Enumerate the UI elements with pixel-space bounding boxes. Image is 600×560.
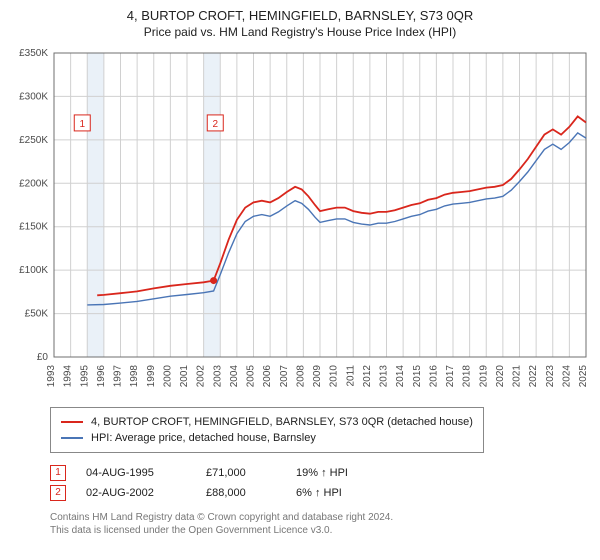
svg-text:1997: 1997 xyxy=(113,365,124,388)
legend-label: HPI: Average price, detached house, Barn… xyxy=(91,430,316,446)
svg-text:1999: 1999 xyxy=(146,365,157,388)
marker-row: 2 02-AUG-2002 £88,000 6% ↑ HPI xyxy=(50,483,590,503)
svg-text:2023: 2023 xyxy=(545,365,556,388)
svg-text:1: 1 xyxy=(79,119,85,130)
legend-swatch xyxy=(61,437,83,439)
svg-text:2016: 2016 xyxy=(428,365,439,388)
svg-text:£150K: £150K xyxy=(19,222,48,233)
svg-text:2005: 2005 xyxy=(246,365,257,388)
marker-badge: 1 xyxy=(50,465,66,481)
markers-table: 1 04-AUG-1995 £71,000 19% ↑ HPI 2 02-AUG-2002… xyxy=(50,463,590,503)
svg-text:2009: 2009 xyxy=(312,365,323,388)
svg-text:2017: 2017 xyxy=(445,365,456,388)
svg-text:£100K: £100K xyxy=(19,265,48,276)
marker-dot xyxy=(210,277,217,284)
svg-text:1994: 1994 xyxy=(63,365,74,388)
legend: 4, BURTOP CROFT, HEMINGFIELD, BARNSLEY, … xyxy=(50,407,484,453)
marker-price: £88,000 xyxy=(206,483,276,503)
svg-text:2000: 2000 xyxy=(162,365,173,388)
svg-text:2024: 2024 xyxy=(561,365,572,388)
chart-container: 4, BURTOP CROFT, HEMINGFIELD, BARNSLEY, … xyxy=(0,0,600,543)
marker-badge-2: 2 xyxy=(207,115,223,131)
svg-text:1995: 1995 xyxy=(79,365,90,388)
legend-label: 4, BURTOP CROFT, HEMINGFIELD, BARNSLEY, … xyxy=(91,414,473,430)
svg-text:£50K: £50K xyxy=(25,309,49,320)
marker-date: 04-AUG-1995 xyxy=(86,463,186,483)
svg-text:£0: £0 xyxy=(37,352,49,363)
svg-text:£350K: £350K xyxy=(19,48,48,59)
marker-delta: 19% ↑ HPI xyxy=(296,463,376,483)
svg-text:2012: 2012 xyxy=(362,365,373,388)
legend-swatch xyxy=(61,421,83,423)
svg-text:2021: 2021 xyxy=(512,365,523,388)
chart-subtitle: Price paid vs. HM Land Registry's House … xyxy=(10,25,590,39)
svg-text:2010: 2010 xyxy=(329,365,340,388)
svg-text:2: 2 xyxy=(212,119,218,130)
svg-text:£250K: £250K xyxy=(19,135,48,146)
footer-note: Contains HM Land Registry data © Crown c… xyxy=(50,511,590,537)
marker-price: £71,000 xyxy=(206,463,276,483)
footer-line-1: Contains HM Land Registry data © Crown c… xyxy=(50,511,590,524)
marker-delta: 6% ↑ HPI xyxy=(296,483,376,503)
svg-text:1998: 1998 xyxy=(129,365,140,388)
svg-text:2008: 2008 xyxy=(295,365,306,388)
chart-title: 4, BURTOP CROFT, HEMINGFIELD, BARNSLEY, … xyxy=(10,8,590,23)
svg-text:2015: 2015 xyxy=(412,365,423,388)
svg-text:1993: 1993 xyxy=(46,365,57,388)
legend-row: HPI: Average price, detached house, Barn… xyxy=(61,430,473,446)
line-chart: £0 £50K £100K £150K £200K £250K £300K £350K 1993… xyxy=(10,47,590,397)
svg-text:2011: 2011 xyxy=(345,365,356,387)
svg-text:2019: 2019 xyxy=(478,365,489,388)
svg-text:2004: 2004 xyxy=(229,365,240,388)
svg-text:2002: 2002 xyxy=(196,365,207,388)
legend-row: 4, BURTOP CROFT, HEMINGFIELD, BARNSLEY, … xyxy=(61,414,473,430)
svg-text:2001: 2001 xyxy=(179,365,190,388)
svg-text:2014: 2014 xyxy=(395,365,406,388)
svg-text:2022: 2022 xyxy=(528,365,539,388)
svg-text:2013: 2013 xyxy=(379,365,390,388)
svg-text:2007: 2007 xyxy=(279,365,290,388)
svg-text:2020: 2020 xyxy=(495,365,506,388)
svg-text:£200K: £200K xyxy=(19,178,48,189)
svg-text:2018: 2018 xyxy=(462,365,473,388)
marker-badge-1: 1 xyxy=(74,115,90,131)
svg-text:2025: 2025 xyxy=(578,365,589,388)
footer-line-2: This data is licensed under the Open Gov… xyxy=(50,524,590,537)
svg-text:2006: 2006 xyxy=(262,365,273,388)
svg-text:2003: 2003 xyxy=(212,365,223,388)
marker-row: 1 04-AUG-1995 £71,000 19% ↑ HPI xyxy=(50,463,590,483)
marker-badge: 2 xyxy=(50,485,66,501)
svg-text:£300K: £300K xyxy=(19,91,48,102)
marker-date: 02-AUG-2002 xyxy=(86,483,186,503)
svg-text:1996: 1996 xyxy=(96,365,107,388)
